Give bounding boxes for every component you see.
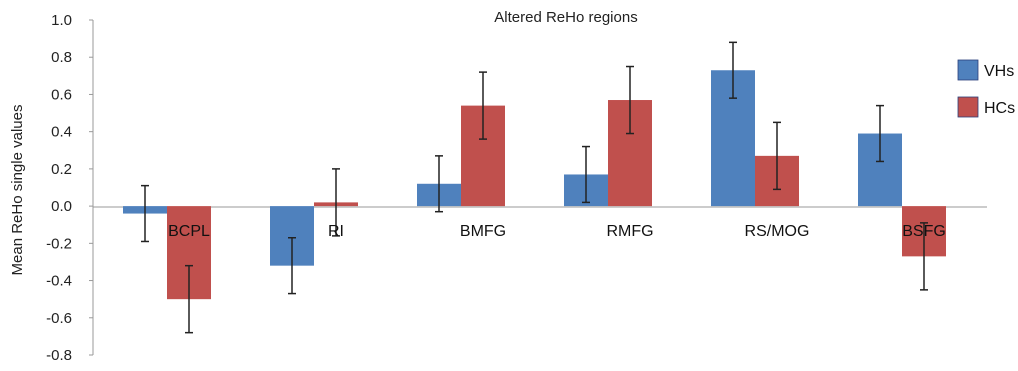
y-tick-label: -0.6: [46, 310, 72, 327]
category-label: BMFG: [460, 223, 506, 240]
error-bars: [141, 41, 928, 334]
category-label: RS/MOG: [745, 223, 810, 240]
category-labels: BCPL RI BMFG RMFG RS/MOG BSFG: [168, 223, 946, 240]
y-tick-label: 0.8: [51, 49, 72, 66]
legend: VHs HCs: [957, 59, 1015, 118]
y-tick-label: -0.8: [46, 347, 72, 364]
y-axis-label: Mean ReHo single values: [9, 105, 26, 276]
y-tick-label: -0.2: [46, 235, 72, 252]
y-tick-label: 0.0: [51, 198, 72, 215]
chart-title: Altered ReHo regions: [494, 9, 637, 26]
y-tick-label: 0.2: [51, 161, 72, 178]
legend-swatch-hcs: [957, 96, 979, 118]
y-tick-label: 1.0: [51, 12, 72, 29]
y-tick-labels: 1.0 0.8 0.6 0.4 0.2 0.0 -0.2 -0.4 -0.6 -0.8: [46, 12, 93, 364]
category-label: BSFG: [902, 223, 946, 240]
legend-label-vhs: VHs: [984, 63, 1014, 80]
category-label: RI: [328, 223, 344, 240]
y-tick-label: -0.4: [46, 273, 72, 290]
bar-marks: [123, 70, 946, 300]
category-label: BCPL: [168, 223, 210, 240]
legend-label-hcs: HCs: [984, 100, 1015, 117]
y-tick-label: 0.4: [51, 124, 72, 141]
legend-swatch-vhs: [957, 59, 979, 81]
category-label: RMFG: [606, 223, 653, 240]
y-tick-label: 0.6: [51, 86, 72, 103]
